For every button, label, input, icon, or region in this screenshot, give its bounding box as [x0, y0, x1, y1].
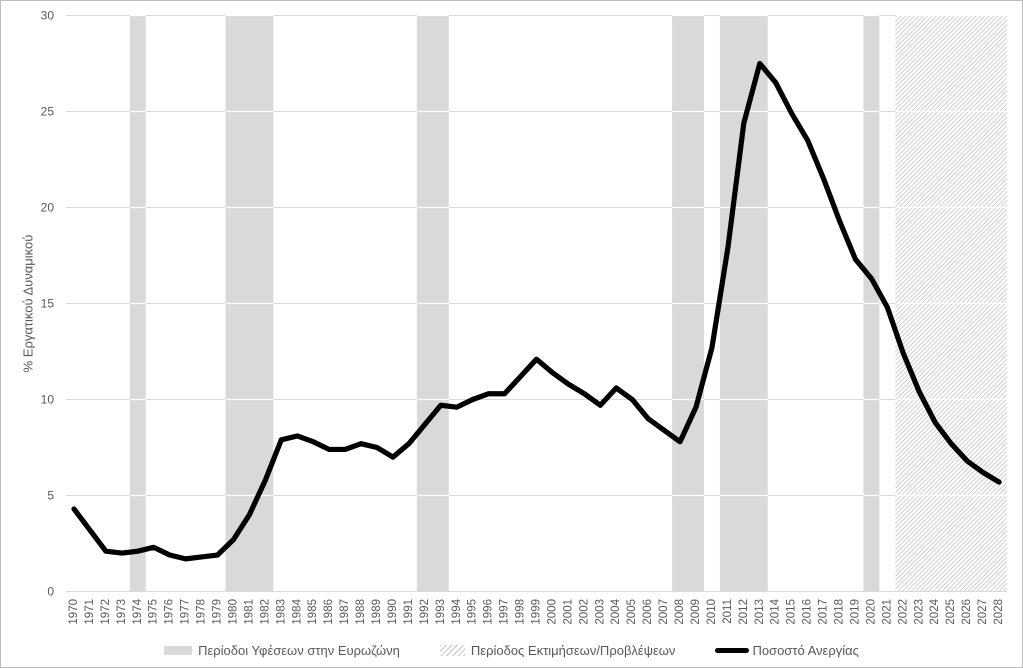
x-tick-label: 1987: [339, 599, 351, 625]
x-tick-label: 1977: [180, 599, 192, 625]
x-tick-label: 1992: [419, 599, 431, 625]
x-tick-label: 2013: [754, 599, 766, 625]
x-tick-label: 1989: [371, 599, 383, 625]
x-tick-label: 1979: [212, 599, 224, 625]
x-tick-label: 1983: [275, 599, 287, 625]
x-tick-label: 1986: [323, 599, 335, 625]
x-tick-label: 1994: [451, 598, 463, 624]
y-tick-label: 15: [41, 297, 55, 311]
x-tick-label: 2008: [674, 599, 686, 625]
x-tick-label: 2018: [834, 599, 846, 625]
legend-item-series: Ποσοστό Ανεργίας: [715, 643, 859, 658]
x-tick-label: 2014: [770, 598, 782, 624]
x-tick-label: 2026: [961, 599, 973, 625]
legend-label-series: Ποσοστό Ανεργίας: [752, 643, 859, 658]
y-tick-label: 30: [41, 9, 55, 23]
x-tick-label: 1993: [435, 599, 447, 625]
x-tick-label: 2016: [802, 599, 814, 625]
unemployment-line: [71, 60, 1002, 562]
legend-item-forecast: Περίοδος Εκτιμήσεων/Προβλέψεων: [439, 643, 676, 658]
x-tick-label: 2023: [913, 599, 925, 625]
x-tick-label: 1973: [116, 599, 128, 625]
legend-label-recessions: Περίοδοι Υφέσεων στην Ευρωζώνη: [198, 643, 400, 658]
y-tick-label: 25: [41, 105, 55, 119]
x-tick-label: 1972: [100, 599, 112, 625]
x-tick-label: 2028: [993, 599, 1005, 625]
x-tick-label: 2004: [610, 598, 622, 624]
y-tick-label: 10: [41, 393, 55, 407]
x-tick-label: 2025: [945, 599, 957, 625]
x-tick-label: 2011: [722, 599, 734, 624]
x-tick-label: 2005: [626, 599, 638, 625]
x-tick-label: 2022: [897, 599, 909, 625]
x-tick-label: 1982: [259, 599, 271, 625]
y-tick-label: 5: [47, 489, 54, 503]
x-tick-label: 2015: [786, 599, 798, 625]
legend-label-forecast: Περίοδος Εκτιμήσεων/Προβλέψεων: [470, 643, 676, 658]
x-tick-label: 2017: [818, 599, 830, 625]
recession-band-swatch: [164, 646, 193, 655]
x-tick-label: 2021: [881, 599, 893, 625]
x-tick-label: 1998: [515, 599, 527, 625]
x-tick-label: 1984: [291, 598, 303, 624]
x-tick-label: 2009: [690, 599, 702, 625]
x-tick-label: 2001: [562, 599, 574, 625]
x-tick-label: 2012: [738, 599, 750, 625]
x-tick-label: 2000: [546, 599, 558, 625]
y-axis-title: % Εργατικού Δυναμικού: [21, 235, 36, 373]
x-tick-label: 1990: [387, 599, 399, 625]
x-tick-label: 2003: [594, 599, 606, 625]
y-tick-label: 0: [47, 585, 54, 599]
x-tick-label: 1981: [243, 599, 255, 625]
x-tick-label: 1995: [467, 599, 479, 625]
forecast-hatch-swatch: [439, 645, 465, 656]
x-tick-label: 1985: [307, 599, 319, 625]
x-tick-label: 1996: [483, 599, 495, 625]
x-tick-label: 1970: [68, 599, 80, 625]
x-tick-label: 1988: [355, 599, 367, 625]
x-tick-label: 2006: [642, 599, 654, 625]
x-tick-label: 2024: [929, 598, 941, 624]
x-tick-label: 1971: [84, 599, 96, 625]
x-tick-label: 1999: [531, 599, 543, 625]
x-tick-label: 1991: [403, 599, 415, 625]
x-tick-label: 1997: [499, 599, 511, 625]
legend-item-recessions: Περίοδοι Υφέσεων στην Ευρωζώνη: [164, 644, 400, 657]
x-tick-label: 1976: [164, 599, 176, 625]
unemployment-line-swatch: [715, 648, 750, 653]
x-tick-label: 1975: [148, 599, 160, 625]
x-tick-label: 2010: [706, 599, 718, 625]
x-tick-label: 1978: [196, 599, 208, 625]
x-tick-label: 1974: [132, 598, 144, 624]
x-tick-label: 2027: [977, 599, 989, 625]
x-tick-label: 2020: [865, 599, 877, 625]
x-tick-label: 2019: [849, 599, 861, 625]
chart-legend: Περίοδοι Υφέσεων στην Ευρωζώνη Περίοδος …: [1, 644, 1022, 657]
x-tick-label: 2007: [658, 599, 670, 625]
x-tick-label: 1980: [227, 599, 239, 625]
x-tick-label: 2002: [578, 599, 590, 625]
y-tick-label: 20: [41, 201, 55, 215]
